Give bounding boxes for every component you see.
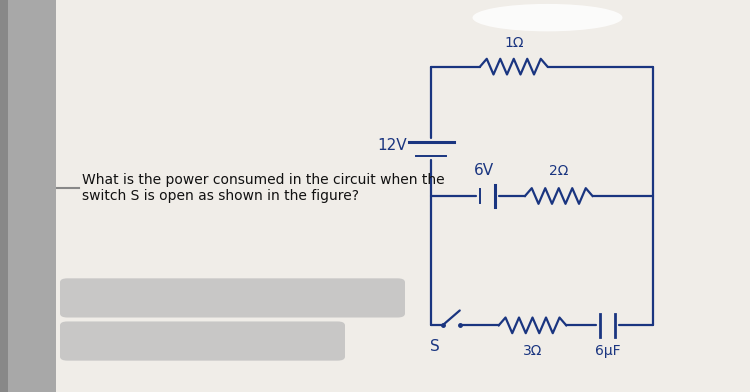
- Text: 3Ω: 3Ω: [523, 344, 542, 358]
- Text: 6V: 6V: [474, 163, 494, 178]
- Text: S: S: [430, 339, 439, 354]
- Text: What is the power consumed in the circuit when the
switch S is open as shown in : What is the power consumed in the circui…: [82, 173, 446, 203]
- FancyBboxPatch shape: [0, 0, 56, 392]
- Text: 12V: 12V: [377, 138, 407, 152]
- Text: 2Ω: 2Ω: [549, 163, 568, 178]
- Text: 1Ω: 1Ω: [504, 36, 524, 50]
- FancyBboxPatch shape: [60, 278, 405, 318]
- FancyBboxPatch shape: [60, 321, 345, 361]
- Ellipse shape: [472, 4, 622, 31]
- FancyBboxPatch shape: [53, 0, 750, 392]
- FancyBboxPatch shape: [0, 0, 8, 392]
- Text: 6μF: 6μF: [595, 344, 620, 358]
